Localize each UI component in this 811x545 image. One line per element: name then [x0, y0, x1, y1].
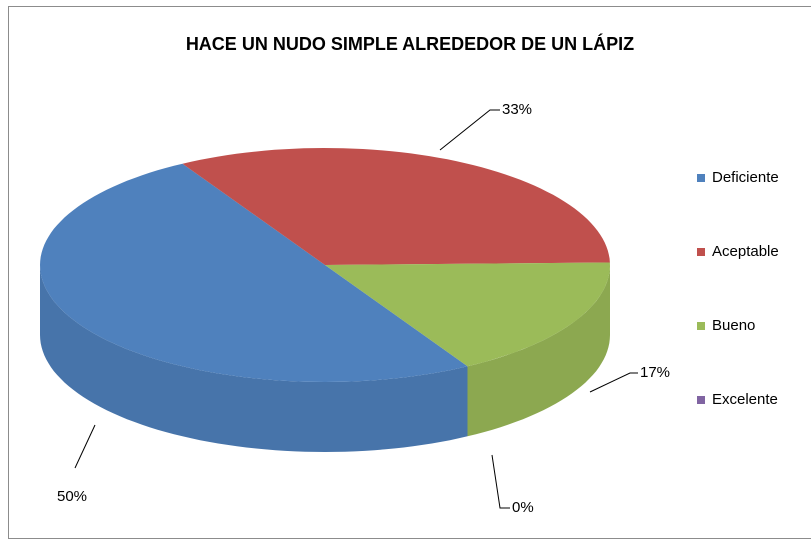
- data-label: 17%: [640, 364, 670, 381]
- slice: [325, 262, 610, 367]
- leader-line: [491, 454, 510, 509]
- leader-line: [589, 372, 638, 393]
- slice-side: [467, 265, 610, 437]
- legend-label: Deficiente: [712, 169, 779, 186]
- chart-title: HACE UN NUDO SIMPLE ALREDEDOR DE UN LÁPI…: [186, 33, 634, 54]
- data-label: 33%: [502, 101, 532, 118]
- legend-label: Excelente: [712, 391, 778, 408]
- legend-swatch: [697, 248, 705, 256]
- leader-line: [439, 109, 500, 151]
- slice-side: [40, 265, 468, 452]
- leader-line: [74, 424, 96, 469]
- data-label: 50%: [57, 488, 87, 505]
- slice: [40, 163, 468, 382]
- slice: [182, 148, 610, 265]
- legend-label: Bueno: [712, 317, 755, 334]
- legend-swatch: [697, 322, 705, 330]
- legend-label: Aceptable: [712, 243, 779, 260]
- legend-swatch: [697, 174, 705, 182]
- data-label: 0%: [512, 499, 534, 516]
- legend-swatch: [697, 396, 705, 404]
